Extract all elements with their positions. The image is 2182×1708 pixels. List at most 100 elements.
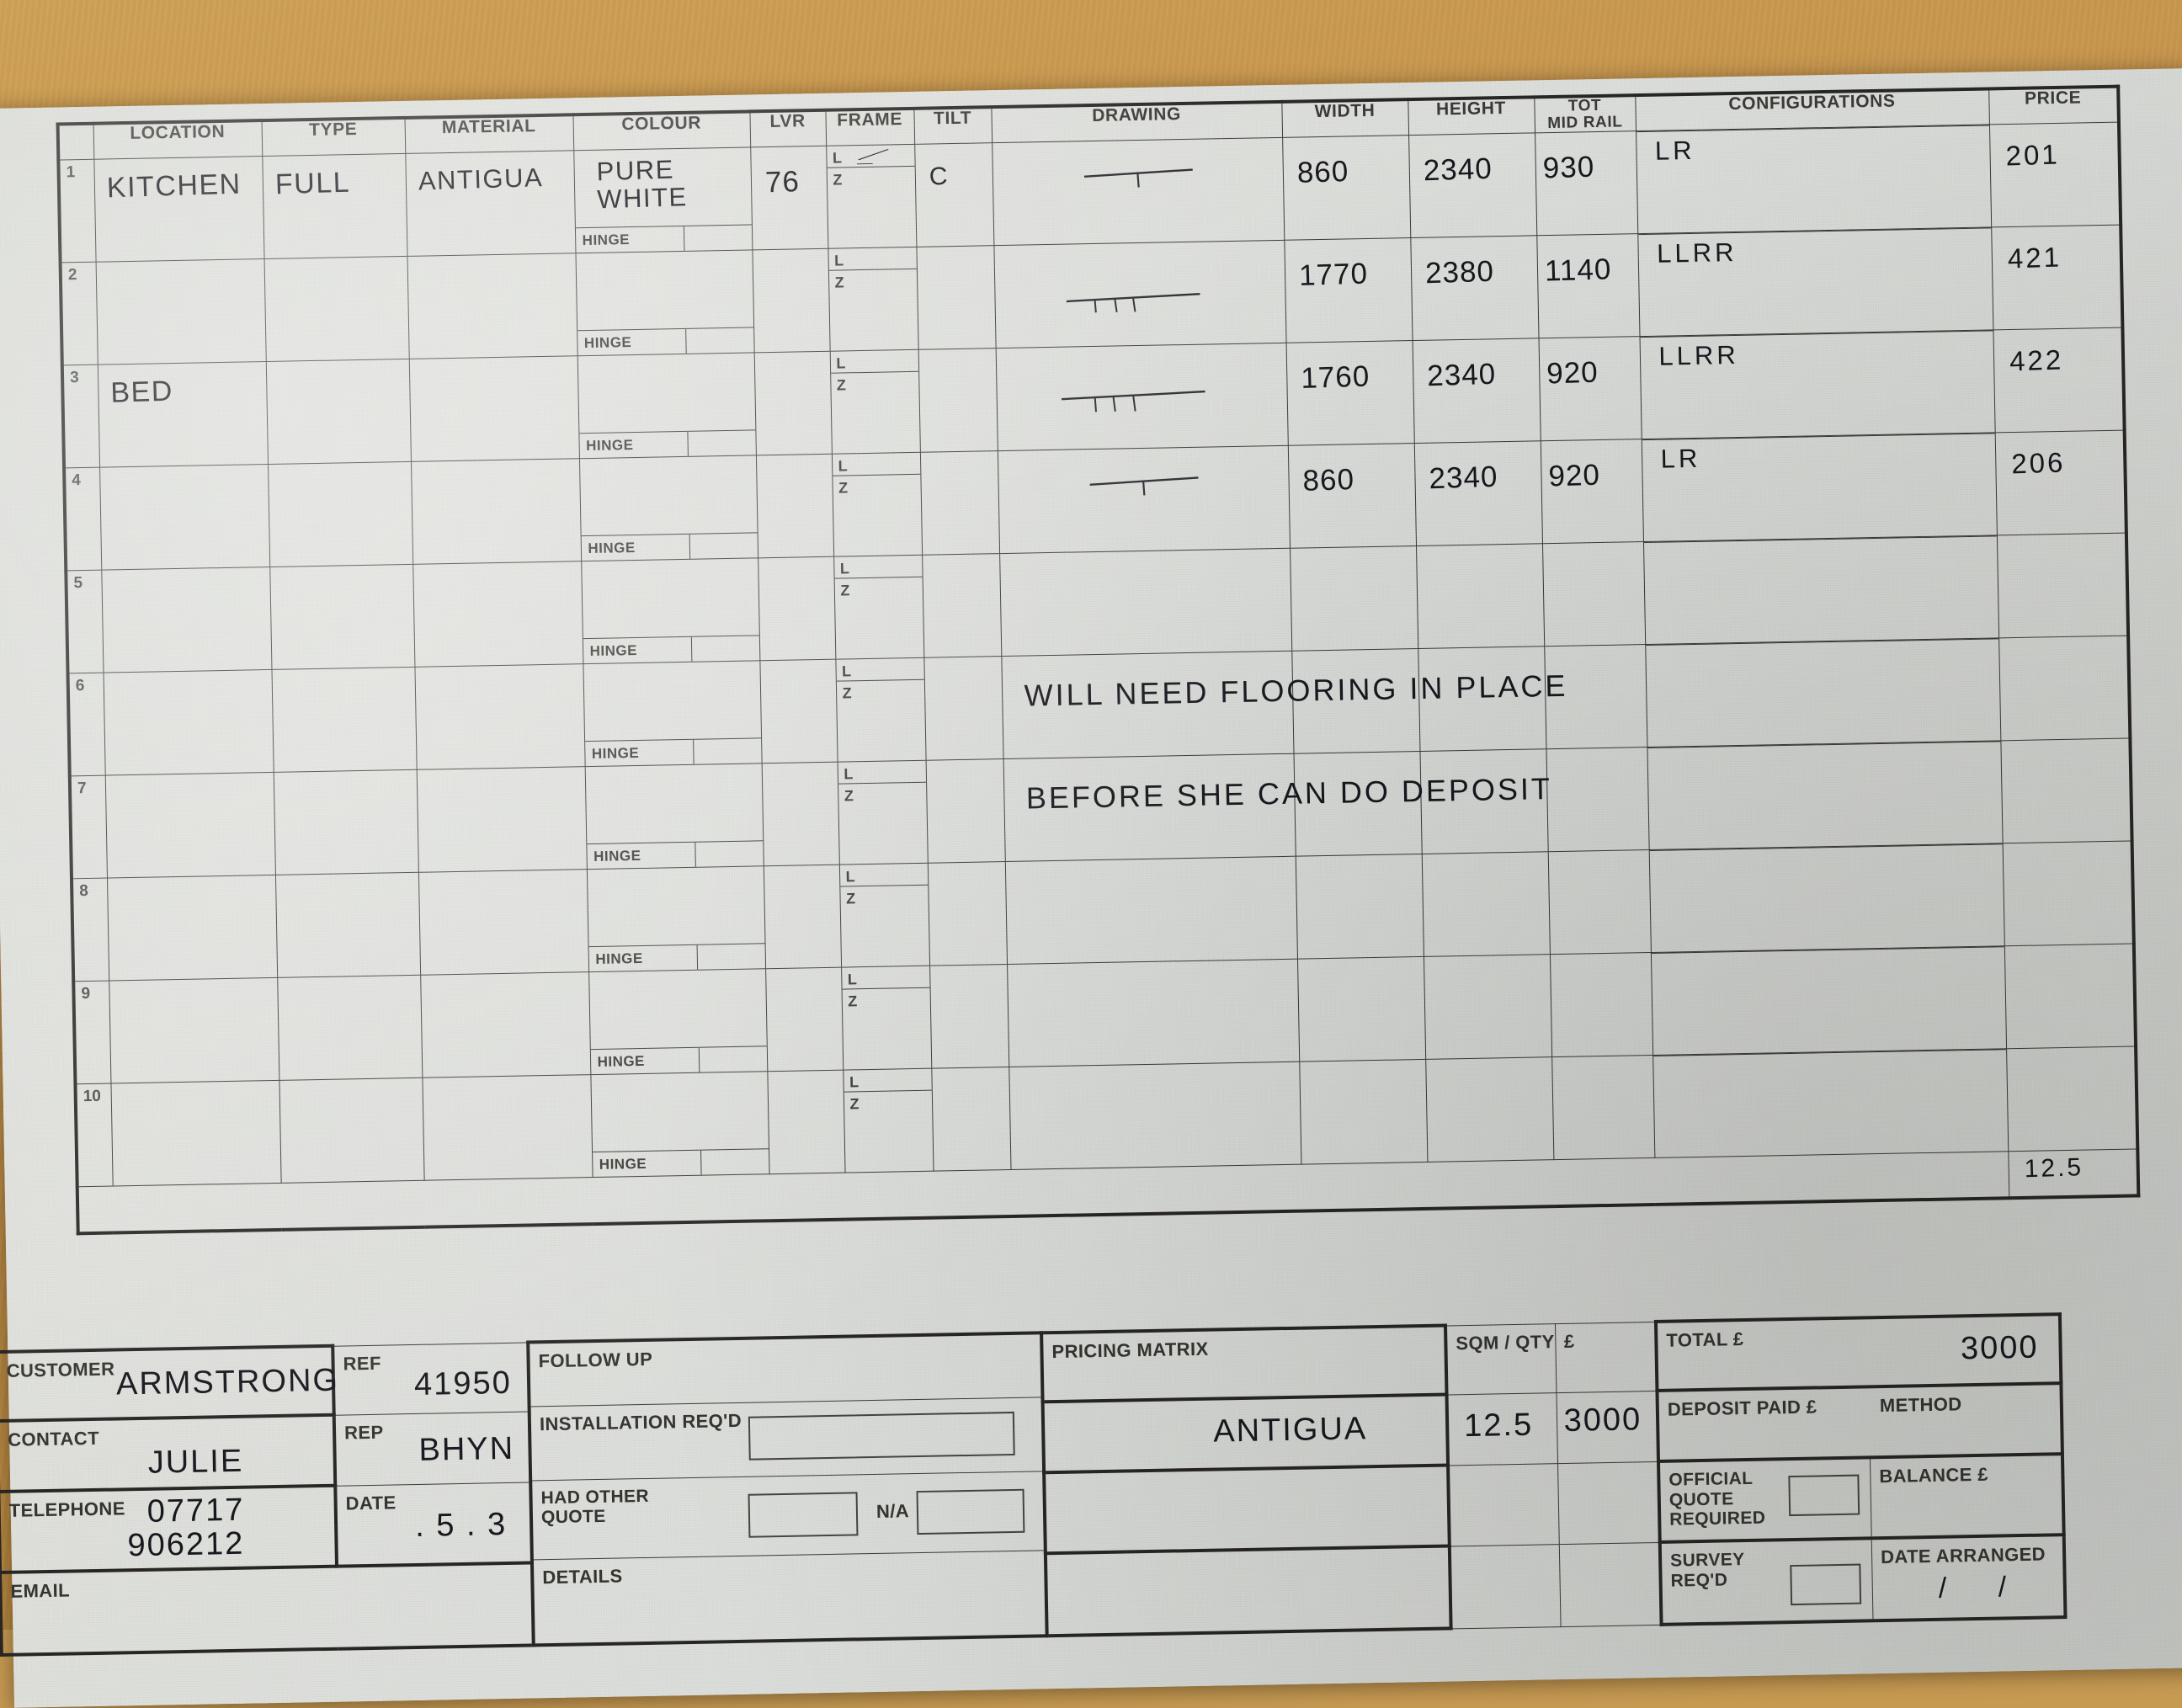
- cell-height[interactable]: 2340: [1408, 132, 1537, 238]
- cell-material[interactable]: [412, 561, 583, 668]
- frame-option-l[interactable]: L: [828, 247, 917, 271]
- pricing-row-2-desc[interactable]: [1044, 1465, 1450, 1554]
- cell-material[interactable]: [420, 971, 591, 1078]
- frame-option-z[interactable]: Z: [840, 582, 850, 599]
- cell-material[interactable]: [407, 253, 577, 359]
- cell-configurations[interactable]: [1648, 843, 2004, 953]
- frame-option-l[interactable]: L: [833, 555, 923, 579]
- hinge-input[interactable]: [694, 738, 761, 764]
- cell-price[interactable]: [2006, 1046, 2138, 1152]
- cell-height[interactable]: [1416, 543, 1545, 649]
- cell-tot-mid-rail[interactable]: 920: [1538, 336, 1642, 441]
- cell-tot-mid-rail[interactable]: 920: [1540, 439, 1643, 544]
- cell-configurations[interactable]: LR: [1641, 432, 1997, 542]
- cell-lvr[interactable]: [758, 556, 836, 661]
- cell-colour[interactable]: HINGE: [584, 763, 764, 870]
- cell-height[interactable]: [1419, 748, 1548, 854]
- hinge-input[interactable]: [698, 944, 765, 969]
- cell-material[interactable]: [410, 458, 582, 565]
- pricing-row-1-sqm[interactable]: 12.5: [1446, 1392, 1558, 1466]
- cell-width[interactable]: [1295, 854, 1424, 960]
- cell-material[interactable]: [416, 766, 587, 873]
- cell-lvr[interactable]: 76: [750, 146, 828, 250]
- survey-cell[interactable]: SURVEY REQ'D: [1661, 1540, 1874, 1623]
- cell-colour[interactable]: HINGE: [588, 968, 768, 1075]
- cell-tilt[interactable]: [925, 758, 1005, 864]
- pricing-row-2-amount[interactable]: [1557, 1461, 1660, 1545]
- cell-type[interactable]: [279, 1077, 424, 1184]
- cell-tot-mid-rail[interactable]: 1140: [1536, 233, 1640, 338]
- cell-material[interactable]: [414, 663, 585, 770]
- cell-colour[interactable]: PURE WHITE HINGE: [573, 146, 753, 253]
- cell-tot-mid-rail[interactable]: [1541, 541, 1646, 646]
- cell-colour[interactable]: HINGE: [583, 660, 762, 767]
- cell-width[interactable]: 860: [1282, 135, 1411, 241]
- cell-tilt[interactable]: [931, 1067, 1011, 1172]
- cell-drawing[interactable]: [992, 137, 1285, 246]
- official-quote-checkbox[interactable]: [1788, 1474, 1860, 1517]
- frame-option-l[interactable]: L: [838, 760, 926, 785]
- hinge-input[interactable]: [695, 841, 763, 866]
- cell-price[interactable]: [2004, 943, 2137, 1049]
- cell-width[interactable]: [1291, 648, 1420, 754]
- cell-price[interactable]: [2002, 840, 2134, 946]
- cell-colour[interactable]: HINGE: [586, 865, 766, 972]
- hinge-input[interactable]: [684, 225, 752, 250]
- cell-drawing[interactable]: [1004, 856, 1297, 965]
- cell-tot-mid-rail[interactable]: 930: [1535, 130, 1638, 236]
- cell-material[interactable]: ANTIGUA: [405, 150, 576, 257]
- cell-lvr[interactable]: [755, 454, 834, 558]
- cell-width[interactable]: [1290, 545, 1418, 652]
- cell-configurations[interactable]: LR: [1636, 124, 1992, 234]
- pricing-row-3-sqm[interactable]: [1449, 1544, 1561, 1629]
- cell-price[interactable]: 201: [1988, 122, 2121, 227]
- cell-tot-mid-rail[interactable]: [1544, 644, 1647, 749]
- hinge-input[interactable]: [688, 430, 755, 455]
- pricing-row-1-desc[interactable]: ANTIGUA: [1042, 1394, 1449, 1473]
- cell-price[interactable]: [1998, 635, 2131, 741]
- frame-option-l[interactable]: L: [835, 657, 924, 682]
- cell-type[interactable]: [273, 769, 418, 875]
- cell-height[interactable]: [1425, 1056, 1554, 1163]
- frame-option-z[interactable]: Z: [845, 890, 856, 907]
- had-other-quote-input[interactable]: [748, 1491, 859, 1538]
- cell-location[interactable]: KITCHEN: [93, 156, 264, 263]
- cell-height[interactable]: [1421, 851, 1550, 957]
- cell-lvr[interactable]: [763, 865, 842, 969]
- cell-price[interactable]: 206: [1994, 429, 2126, 535]
- hinge-input[interactable]: [701, 1149, 769, 1174]
- cell-colour[interactable]: HINGE: [581, 557, 760, 664]
- cell-location[interactable]: [106, 875, 278, 981]
- frame-option-l[interactable]: L: [832, 452, 920, 476]
- cell-type[interactable]: [274, 872, 421, 978]
- cell-type[interactable]: [269, 564, 415, 670]
- cell-configurations[interactable]: [1650, 945, 2007, 1056]
- rep-cell[interactable]: REP BHYN: [333, 1411, 531, 1486]
- had-other-quote-cell[interactable]: HAD OTHER QUOTE N/A: [532, 1471, 1044, 1560]
- cell-type[interactable]: [277, 975, 423, 1081]
- cell-type[interactable]: [263, 256, 409, 362]
- cell-colour[interactable]: HINGE: [575, 249, 754, 356]
- frame-option-l[interactable]: L: [826, 144, 915, 168]
- cell-colour[interactable]: HINGE: [590, 1071, 769, 1178]
- cell-height[interactable]: 2340: [1412, 338, 1541, 444]
- cell-drawing[interactable]: [1007, 959, 1300, 1067]
- cell-lvr[interactable]: [761, 762, 839, 866]
- date-arranged-cell[interactable]: DATE ARRANGED / /: [1872, 1536, 2064, 1619]
- pricing-row-2-sqm[interactable]: [1448, 1463, 1559, 1546]
- installation-input[interactable]: [748, 1411, 1015, 1461]
- cell-configurations[interactable]: [1652, 1048, 2009, 1158]
- cell-location[interactable]: [103, 669, 274, 775]
- cell-tilt[interactable]: [923, 656, 1003, 761]
- cell-type[interactable]: [271, 667, 417, 773]
- cell-drawing[interactable]: BEFORE SHE CAN DO DEPOSIT: [1003, 753, 1552, 862]
- frame-option-z[interactable]: Z: [838, 479, 849, 497]
- cell-drawing[interactable]: [1009, 1062, 1301, 1170]
- contact-cell[interactable]: CONTACT JULIE: [0, 1414, 336, 1493]
